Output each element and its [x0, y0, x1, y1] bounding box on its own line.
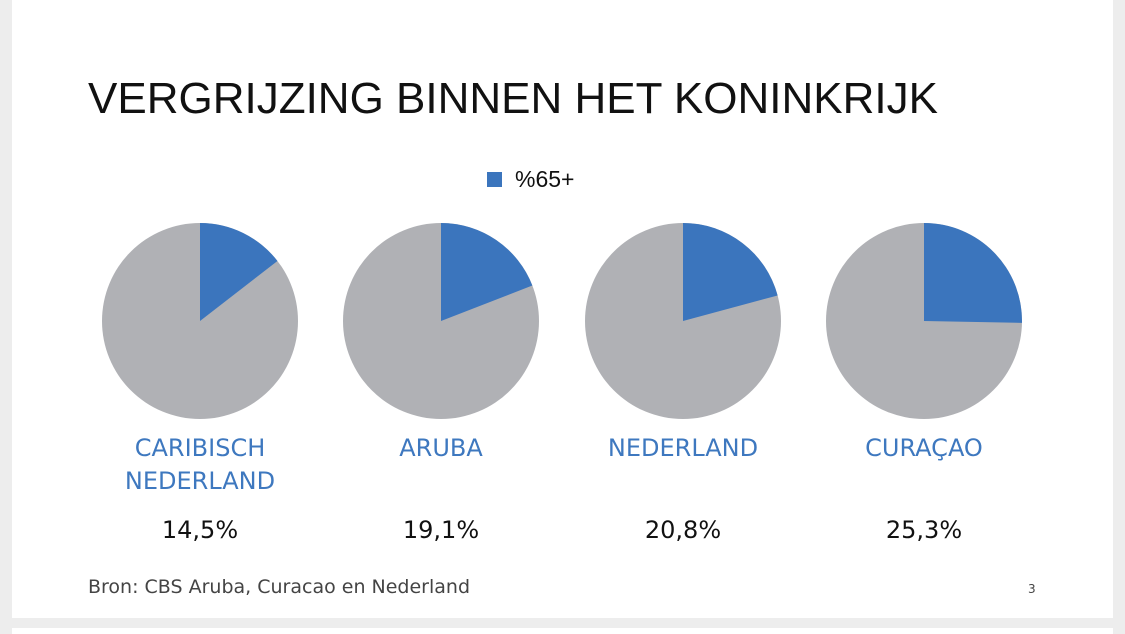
source-note: Bron: CBS Aruba, Curacao en Nederland [88, 576, 471, 598]
legend-swatch [487, 172, 502, 187]
pie-slice-65plus-aruba [441, 223, 533, 321]
page-number: 3 [1028, 582, 1036, 596]
region-label-aruba: ARUBA [331, 432, 551, 465]
pct-value-cura-ao: 25,3% [885, 516, 963, 544]
pie-slice-65plus-caribisch-nederland [200, 222, 278, 321]
region-label-line: CARIBISCH [134, 434, 266, 462]
slide: VERGRIJZING BINNEN HET KONINKRIJK %65+ C… [12, 0, 1113, 618]
region-label-line: NEDERLAND [607, 434, 759, 462]
pct-value-aruba: 19,1% [402, 516, 480, 544]
pie-slice-65plus-cura-ao [924, 223, 1022, 323]
region-label-caribisch-nederland: CARIBISCH NEDERLAND [90, 432, 310, 498]
region-label-line: NEDERLAND [124, 467, 276, 495]
pie-charts [102, 222, 1022, 419]
pct-value-caribisch-nederland: 14,5% [161, 516, 239, 544]
region-label-nederland: NEDERLAND [573, 432, 793, 465]
region-label-cura-ao: CURAÇAO [814, 432, 1034, 465]
region-label-line: CURAÇAO [865, 434, 983, 462]
slide-title: VERGRIJZING BINNEN HET KONINKRIJK [88, 74, 938, 123]
region-label-line: ARUBA [399, 434, 483, 462]
pie-slice-65plus-nederland [683, 223, 778, 321]
legend-label: %65+ [515, 166, 575, 192]
pct-value-nederland: 20,8% [644, 516, 722, 544]
chart-legend: %65+ [487, 166, 574, 193]
next-slide-thumbnail-edge [12, 628, 1113, 634]
